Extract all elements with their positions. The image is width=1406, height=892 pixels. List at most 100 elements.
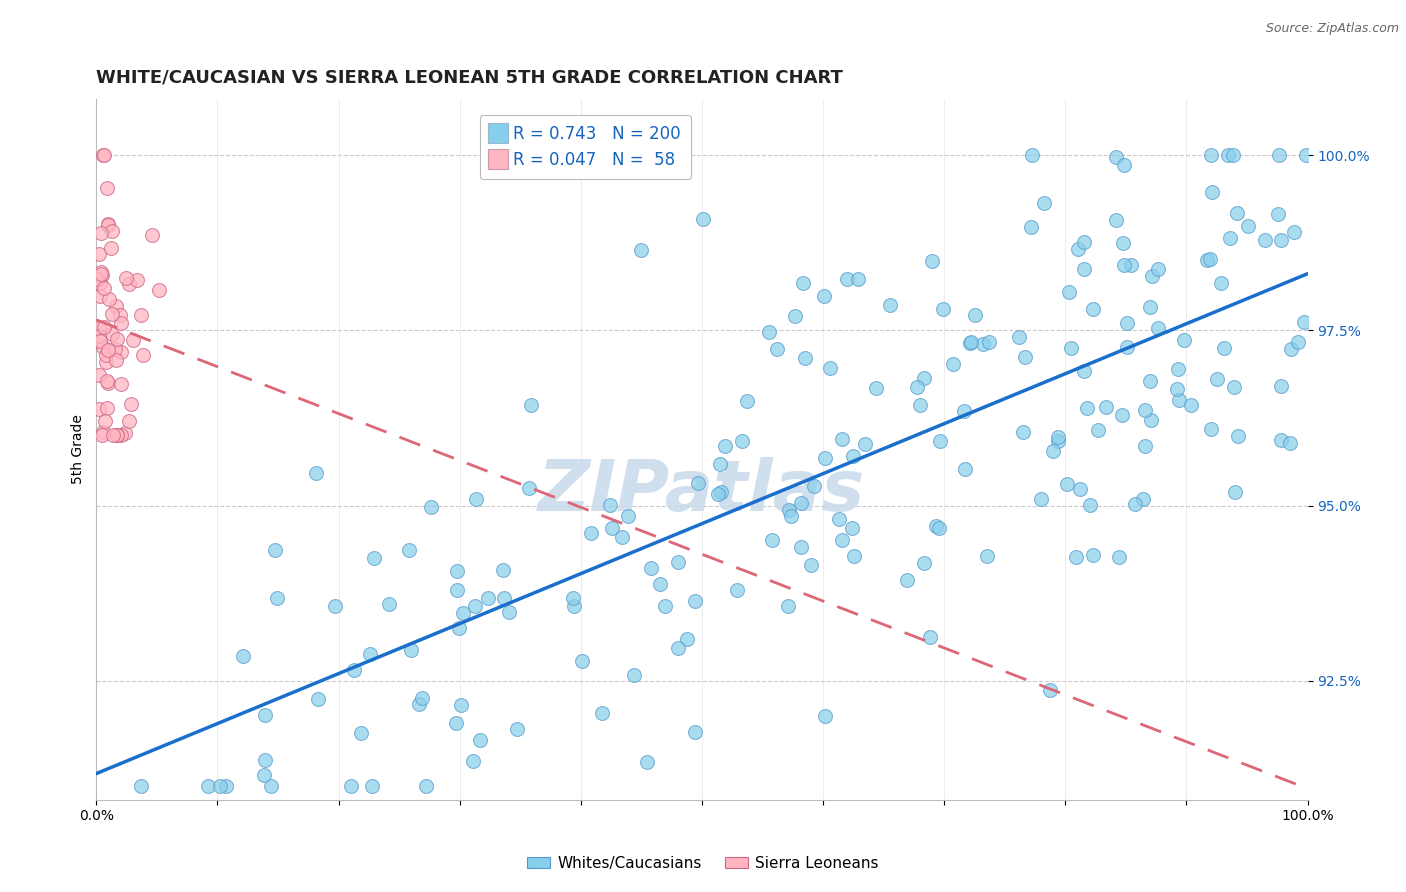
Point xyxy=(848,272,870,286)
Point xyxy=(790,540,813,554)
Point xyxy=(979,334,1001,349)
Point xyxy=(1180,398,1202,412)
Point xyxy=(340,779,363,793)
Point xyxy=(323,599,346,613)
Y-axis label: 5th Grade: 5th Grade xyxy=(72,415,86,484)
Point xyxy=(465,491,488,506)
Point xyxy=(253,768,276,782)
Point xyxy=(1105,213,1128,227)
Point xyxy=(831,533,853,548)
Point xyxy=(411,690,433,705)
Point xyxy=(666,555,689,569)
Point xyxy=(93,340,115,354)
Point xyxy=(1059,341,1081,355)
Point xyxy=(831,432,853,446)
Point xyxy=(87,247,110,261)
Point xyxy=(1295,148,1317,162)
Point xyxy=(105,299,128,313)
Point xyxy=(685,594,707,608)
Point xyxy=(853,437,876,451)
Point xyxy=(640,560,662,574)
Point xyxy=(1021,148,1043,162)
Point xyxy=(254,753,277,767)
Point xyxy=(498,605,520,619)
Point xyxy=(562,599,585,614)
Point xyxy=(1119,258,1142,272)
Point xyxy=(737,393,759,408)
Point xyxy=(100,241,122,255)
Point xyxy=(110,428,132,442)
Point xyxy=(1270,233,1292,247)
Point xyxy=(600,521,623,535)
Point xyxy=(1201,148,1223,162)
Point xyxy=(451,607,474,621)
Point xyxy=(96,376,118,391)
Point xyxy=(731,434,754,448)
Point xyxy=(835,271,858,285)
Point xyxy=(905,380,928,394)
Point xyxy=(361,779,384,793)
Point xyxy=(842,449,865,463)
Point xyxy=(1123,497,1146,511)
Point xyxy=(1059,285,1081,299)
Point xyxy=(912,371,935,385)
Point xyxy=(89,334,111,348)
Point xyxy=(100,307,122,321)
Point xyxy=(96,374,118,388)
Point xyxy=(359,647,381,661)
Point xyxy=(343,664,366,678)
Point xyxy=(1039,683,1062,698)
Point xyxy=(1019,219,1042,234)
Legend: R = 0.743   N = 200, R = 0.047   N =  58: R = 0.743 N = 200, R = 0.047 N = 58 xyxy=(481,114,692,179)
Point xyxy=(266,591,288,605)
Point xyxy=(90,226,112,240)
Point xyxy=(96,401,118,415)
Point xyxy=(1105,150,1128,164)
Point xyxy=(942,357,965,371)
Point xyxy=(778,503,800,517)
Point xyxy=(232,649,254,664)
Point xyxy=(1029,491,1052,506)
Point xyxy=(841,521,863,535)
Point xyxy=(105,428,128,442)
Point xyxy=(794,351,817,365)
Point xyxy=(129,779,152,793)
Point xyxy=(307,692,329,706)
Point xyxy=(599,498,621,512)
Point xyxy=(1270,433,1292,447)
Point xyxy=(90,264,112,278)
Point xyxy=(305,466,328,480)
Point xyxy=(1046,434,1069,449)
Point xyxy=(93,148,115,162)
Point xyxy=(105,352,128,367)
Point xyxy=(197,779,219,793)
Point xyxy=(925,518,948,533)
Point xyxy=(1069,483,1091,497)
Point xyxy=(208,779,231,793)
Point xyxy=(89,402,111,417)
Point xyxy=(953,404,976,418)
Point xyxy=(766,343,789,357)
Point xyxy=(714,439,737,453)
Point xyxy=(1201,185,1223,199)
Point xyxy=(1282,226,1305,240)
Point xyxy=(648,577,671,591)
Point xyxy=(666,640,689,655)
Point xyxy=(579,525,602,540)
Point xyxy=(1081,301,1104,316)
Point xyxy=(118,277,141,291)
Point xyxy=(97,218,120,232)
Point xyxy=(1142,268,1164,283)
Point xyxy=(494,591,516,606)
Point xyxy=(1167,392,1189,407)
Point xyxy=(378,597,401,611)
Point xyxy=(792,276,814,290)
Point xyxy=(709,457,731,471)
Point xyxy=(707,486,730,500)
Point xyxy=(1213,341,1236,355)
Point xyxy=(91,425,114,439)
Point xyxy=(710,485,733,500)
Point xyxy=(1147,261,1170,276)
Point xyxy=(1094,400,1116,414)
Point xyxy=(470,733,492,747)
